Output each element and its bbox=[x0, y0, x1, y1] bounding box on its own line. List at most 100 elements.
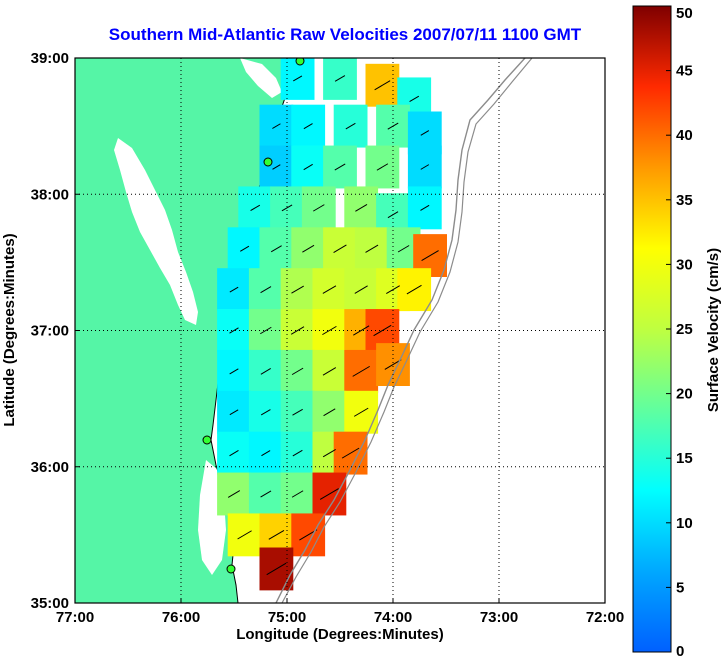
colorbar-tick-label: 10 bbox=[676, 515, 693, 532]
velocity-arrow bbox=[323, 408, 336, 417]
x-tick-label: 77:00 bbox=[56, 609, 94, 626]
velocity-arrow bbox=[292, 408, 303, 416]
y-axis-ticks: 35:00 36:00 37:00 38:00 39:00 bbox=[31, 50, 80, 612]
x-tick-label: 73:00 bbox=[480, 609, 518, 626]
shelf-contour-2 bbox=[281, 58, 533, 603]
velocity-arrow bbox=[341, 447, 360, 459]
velocity-arrow bbox=[420, 164, 430, 170]
velocity-arrow bbox=[345, 122, 356, 130]
colorbar-tick-label: 5 bbox=[676, 579, 684, 596]
velocity-arrow bbox=[272, 123, 281, 129]
velocity-arrow bbox=[229, 450, 239, 457]
velocity-arrow bbox=[354, 285, 368, 294]
velocity-arrow bbox=[334, 75, 346, 82]
chesapeake-bay bbox=[114, 138, 198, 325]
colorbar-tick-label: 35 bbox=[676, 192, 693, 209]
velocity-arrow bbox=[268, 529, 285, 540]
x-axis-ticks: 77:00 76:00 75:00 74:00 73:00 72:00 bbox=[56, 598, 624, 626]
velocity-arrow bbox=[261, 450, 271, 457]
colorbar-tick-label: 0 bbox=[676, 643, 684, 659]
colorbar bbox=[632, 5, 672, 653]
velocity-arrow bbox=[322, 285, 337, 294]
velocity-arrow bbox=[240, 245, 250, 252]
chart-title: Southern Mid-Atlantic Raw Velocities 200… bbox=[109, 25, 582, 44]
velocity-arrow bbox=[281, 204, 293, 212]
x-tick-label: 76:00 bbox=[162, 609, 200, 626]
velocity-arrow bbox=[229, 327, 239, 334]
radar-station-marker bbox=[226, 564, 236, 574]
velocity-arrow bbox=[260, 409, 271, 416]
velocity-arrow bbox=[406, 284, 422, 295]
velocity-arrow bbox=[303, 123, 313, 130]
velocity-arrow bbox=[292, 449, 303, 457]
velocity-arrow bbox=[420, 130, 430, 136]
velocity-arrow bbox=[353, 325, 370, 336]
x-tick-label: 75:00 bbox=[268, 609, 306, 626]
radar-stations bbox=[202, 58, 305, 574]
colorbar-tick-label: 25 bbox=[676, 321, 693, 338]
velocity-arrow bbox=[291, 490, 304, 498]
colorbar-tick-label: 30 bbox=[676, 256, 693, 273]
velocity-arrow bbox=[319, 488, 339, 500]
radar-station-marker bbox=[295, 58, 305, 66]
velocity-arrow bbox=[229, 286, 239, 293]
velocity-arrow bbox=[355, 204, 368, 212]
x-tick-label: 72:00 bbox=[586, 609, 624, 626]
velocity-arrow bbox=[376, 163, 389, 171]
velocity-arrow bbox=[260, 286, 272, 294]
colorbar-label: Surface Velocity (cm/s) bbox=[705, 248, 722, 412]
colorbar-tick-label: 20 bbox=[676, 386, 693, 403]
velocity-arrow bbox=[260, 326, 272, 335]
velocity-arrow bbox=[250, 204, 261, 212]
y-axis-label: Latitude (Degrees:Minutes) bbox=[1, 233, 18, 426]
velocity-arrow bbox=[260, 368, 271, 375]
radar-station-marker bbox=[263, 157, 273, 167]
velocity-arrow bbox=[409, 95, 420, 103]
colorbar-tick-label: 45 bbox=[676, 63, 693, 80]
velocity-arrow bbox=[227, 490, 241, 498]
y-tick-label: 37:00 bbox=[31, 323, 69, 340]
delaware-bay bbox=[240, 58, 282, 98]
velocity-arrow bbox=[293, 75, 303, 82]
velocity-arrow bbox=[334, 163, 346, 171]
velocity-arrow bbox=[333, 244, 347, 253]
velocity-arrow bbox=[291, 285, 304, 294]
y-tick-label: 39:00 bbox=[31, 50, 69, 67]
x-tick-label: 74:00 bbox=[374, 609, 412, 626]
velocity-arrow bbox=[303, 163, 313, 171]
velocity-arrow bbox=[420, 204, 430, 211]
colorbar-tick-label: 50 bbox=[676, 5, 693, 22]
velocity-arrow bbox=[373, 324, 392, 337]
colorbar-ticks: 0 5 10 15 20 25 30 35 40 45 50 bbox=[666, 5, 693, 659]
velocity-arrow bbox=[322, 325, 337, 336]
radar-station-marker bbox=[202, 435, 212, 445]
grid-lines bbox=[75, 58, 605, 603]
velocity-arrow bbox=[291, 367, 304, 376]
shelf-break-contour bbox=[275, 58, 526, 603]
velocity-arrow bbox=[374, 80, 391, 91]
y-tick-label: 35:00 bbox=[31, 595, 69, 612]
velocity-arrow bbox=[322, 449, 336, 458]
velocity-arrow bbox=[272, 164, 281, 170]
velocity-arrow bbox=[266, 562, 287, 576]
velocity-arrow bbox=[290, 326, 305, 335]
velocity-arrow bbox=[353, 407, 369, 417]
y-tick-label: 38:00 bbox=[31, 186, 69, 203]
velocity-arrow bbox=[421, 250, 439, 261]
velocity-arrow bbox=[384, 359, 402, 370]
velocity-arrow bbox=[313, 204, 325, 212]
velocity-arrow bbox=[365, 244, 379, 253]
colorbar-tick-label: 15 bbox=[676, 450, 693, 467]
velocity-arrow bbox=[386, 285, 400, 295]
velocity-arrow bbox=[270, 245, 282, 253]
velocity-arrow bbox=[229, 368, 239, 375]
y-tick-label: 36:00 bbox=[31, 459, 69, 476]
colorbar-tick-label: 40 bbox=[676, 127, 693, 144]
velocity-arrow bbox=[260, 490, 272, 498]
velocity-arrow bbox=[352, 365, 370, 377]
velocity-arrow bbox=[237, 530, 252, 540]
velocity-arrow bbox=[322, 367, 337, 376]
x-axis-label: Longitude (Degrees:Minutes) bbox=[236, 626, 444, 643]
velocity-arrow bbox=[302, 244, 315, 253]
